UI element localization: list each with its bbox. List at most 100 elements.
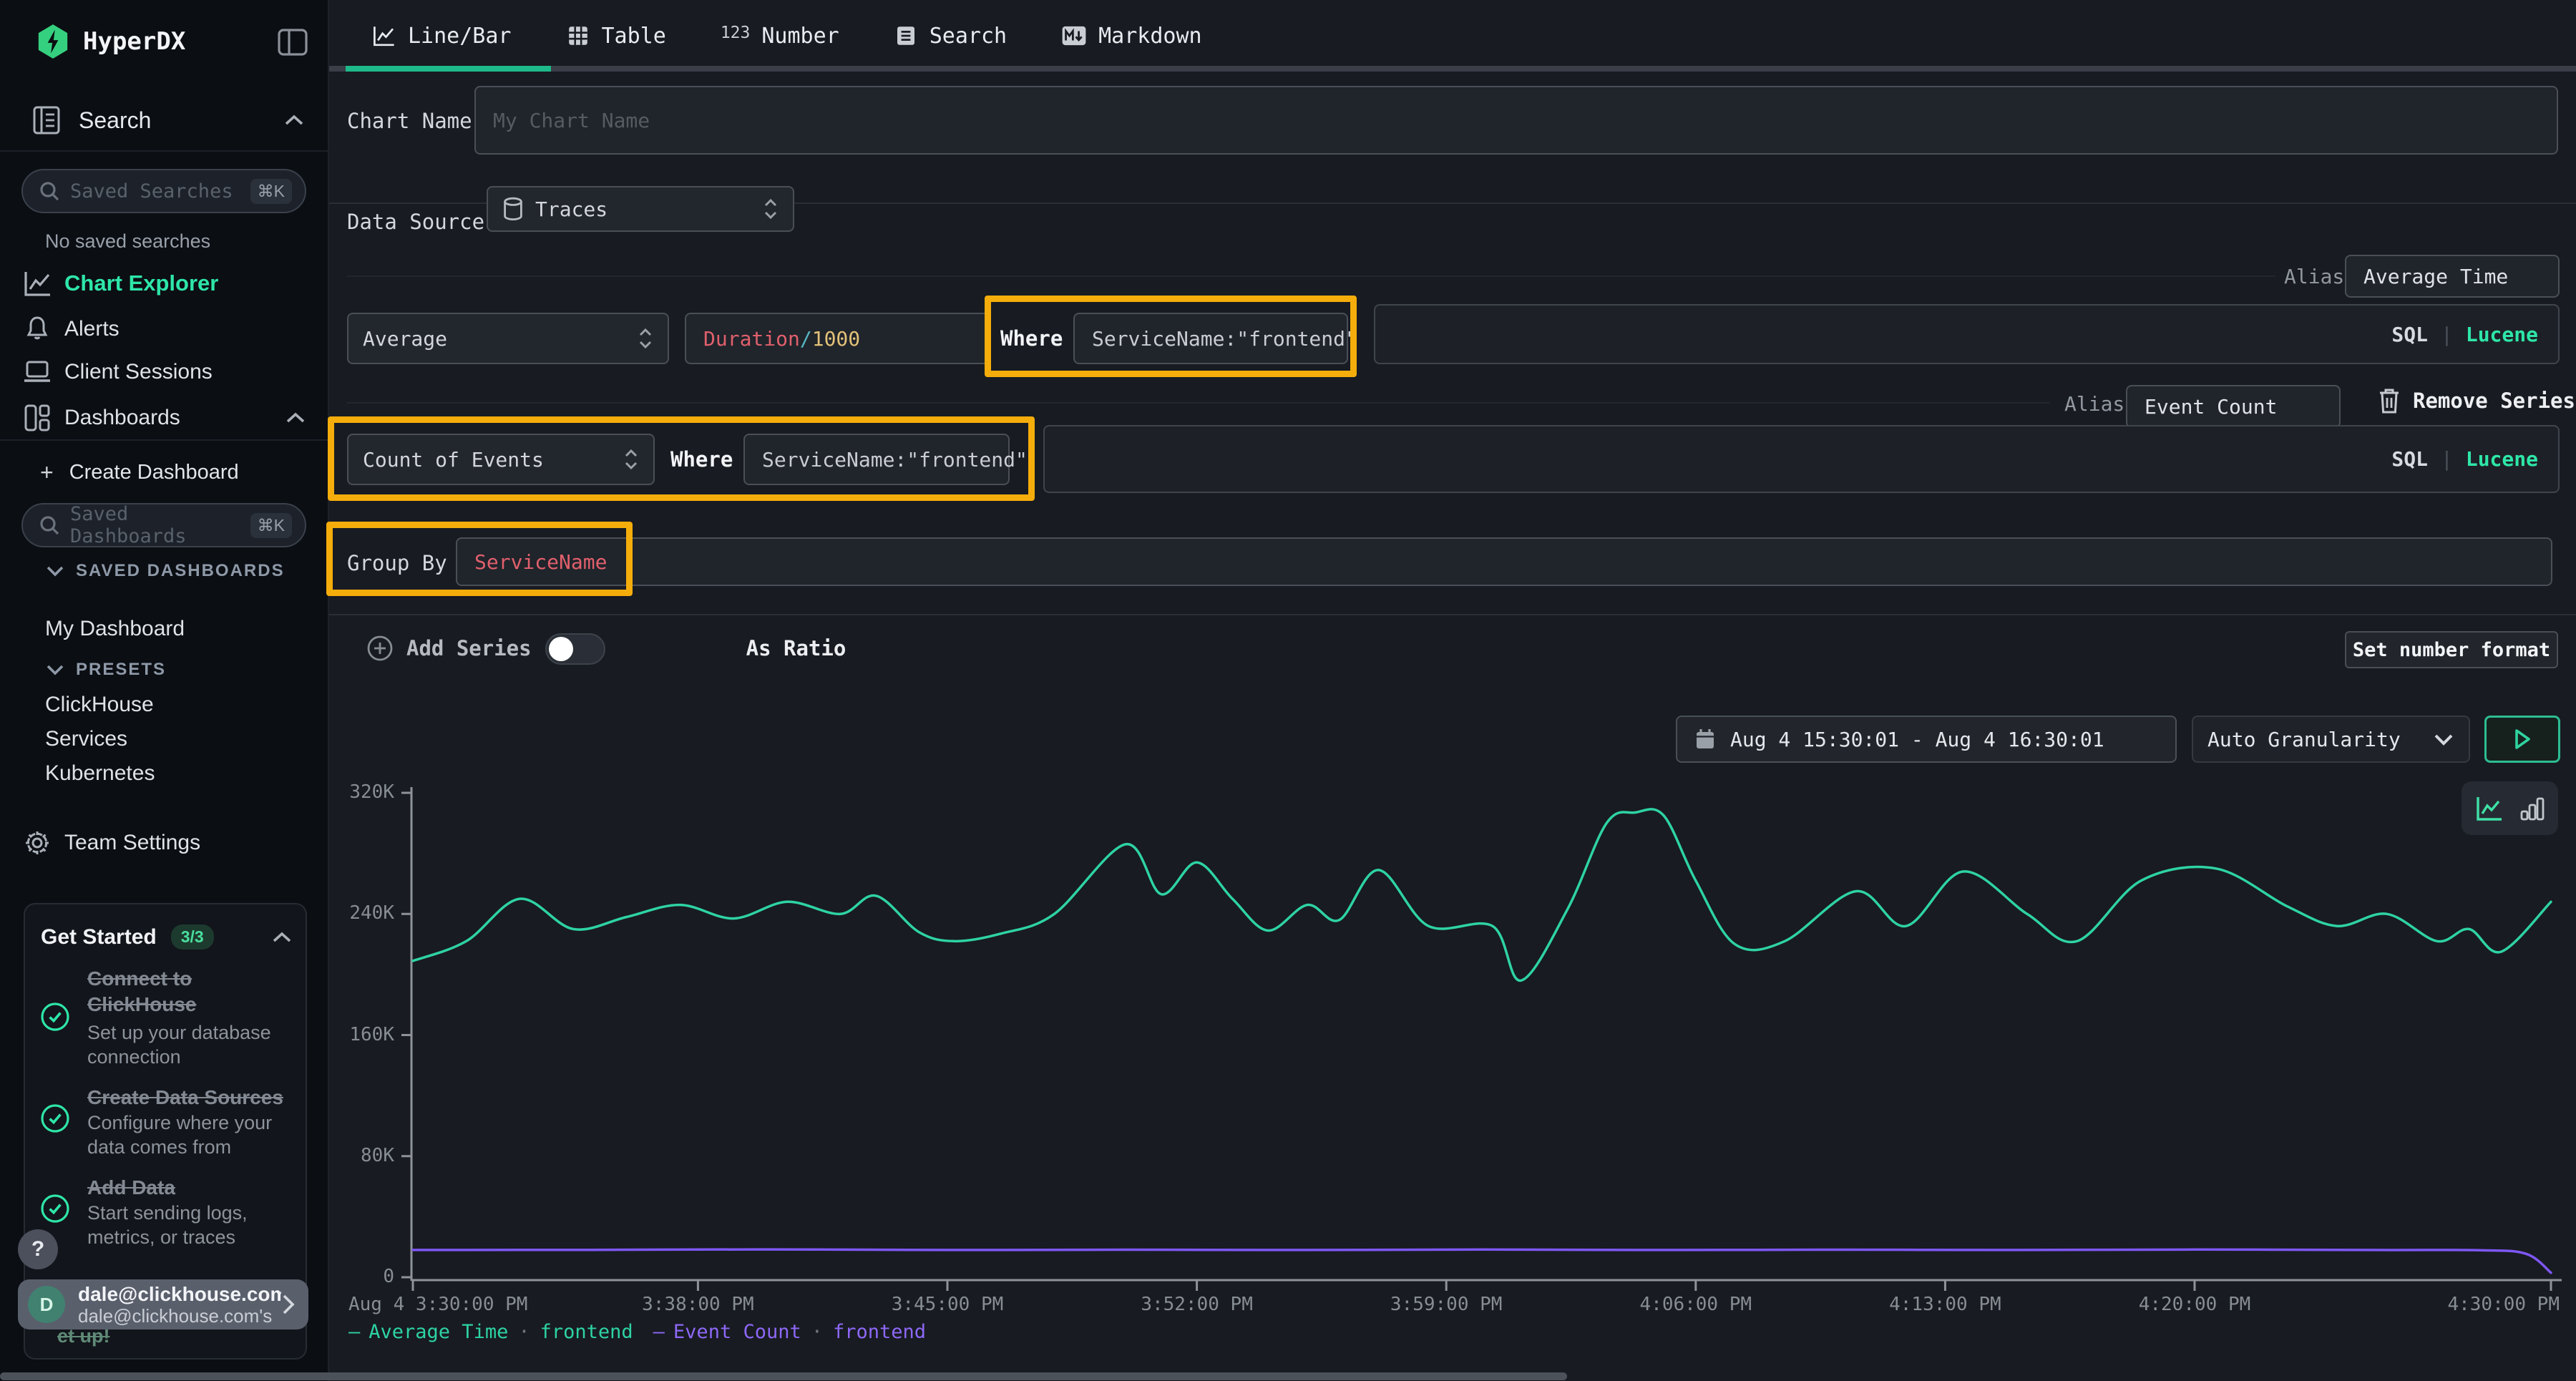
- tab-search[interactable]: Search: [894, 0, 1007, 72]
- series1-aggregation-select[interactable]: Average: [347, 313, 669, 364]
- sidebar-item-services[interactable]: Services: [45, 727, 128, 751]
- series1-where-input[interactable]: ServiceName:"frontend": [1073, 313, 1357, 364]
- group-by-input[interactable]: ServiceName: [456, 537, 2552, 586]
- tab-table[interactable]: Table: [566, 0, 666, 72]
- field-token-duration: Duration: [703, 326, 800, 351]
- y-tick-label: 320K: [349, 781, 394, 803]
- sidebar-item-label: Client Sessions: [64, 360, 213, 384]
- add-series-label: Add Series: [406, 636, 532, 660]
- lucene-toggle[interactable]: Lucene: [2465, 447, 2538, 471]
- chart-display-toggle: [2462, 781, 2558, 835]
- sidebar-item-label: Alerts: [64, 317, 119, 341]
- presets-section-header[interactable]: PRESETS: [46, 660, 166, 680]
- line-chart-icon: [23, 269, 53, 298]
- shortcut-badge: ⌘K: [250, 178, 292, 204]
- set-number-format-button[interactable]: Set number format: [2345, 631, 2558, 668]
- sidebar-item-client-sessions[interactable]: Client Sessions: [23, 359, 306, 385]
- get-started-item-desc: metrics, or traces: [87, 1226, 236, 1248]
- data-source-select[interactable]: Traces: [487, 186, 794, 232]
- get-started-badge: 3/3: [170, 924, 214, 950]
- legend-item-average-time[interactable]: — Average Time · frontend: [348, 1321, 633, 1343]
- add-series-button[interactable]: Add Series: [366, 635, 532, 662]
- data-source-label: Data Source: [347, 210, 485, 234]
- user-menu[interactable]: D dale@clickhouse.com dale@clickhouse.co…: [18, 1279, 308, 1329]
- sidebar-item-clickhouse[interactable]: ClickHouse: [45, 693, 154, 716]
- bar-chart-toggle-icon[interactable]: [2519, 796, 2545, 821]
- y-tick-label: 0: [383, 1266, 394, 1287]
- series1-alias-input[interactable]: Average Time: [2345, 255, 2560, 298]
- series2-alias-value: Event Count: [2145, 394, 2278, 419]
- user-email: dale@clickhouse.com: [78, 1283, 281, 1305]
- sidebar-item-dashboards[interactable]: Dashboards: [23, 403, 306, 433]
- get-started-item-title: Create Data Sources: [87, 1086, 283, 1108]
- check-circle-icon: [40, 1002, 70, 1032]
- series1-aggregation-value: Average: [363, 326, 448, 351]
- get-started-title: Get Started: [41, 924, 157, 949]
- series2-aggregation-select[interactable]: Count of Events: [347, 434, 655, 485]
- date-range-input[interactable]: Aug 4 15:30:01 - Aug 4 16:30:01: [1676, 716, 2177, 763]
- legend-dash: —: [348, 1321, 361, 1343]
- x-tick-label: 4:06:00 PM: [1639, 1294, 1752, 1315]
- tab-number[interactable]: 123 Number: [721, 0, 839, 72]
- chart-name-input[interactable]: My Chart Name: [474, 86, 2558, 155]
- legend-series-tag: frontend: [540, 1321, 633, 1343]
- field-token-1000: 1000: [811, 326, 861, 351]
- x-tick-label: 3:59:00 PM: [1390, 1294, 1503, 1315]
- series2-alias-input[interactable]: Event Count: [2126, 385, 2341, 428]
- bell-icon: [23, 315, 52, 343]
- tab-markdown[interactable]: Markdown: [1061, 0, 1202, 72]
- legend-item-event-count[interactable]: — Event Count · frontend: [653, 1321, 926, 1343]
- as-ratio-toggle[interactable]: [545, 633, 605, 665]
- tab-label: Search: [929, 23, 1008, 49]
- line-chart-toggle-icon[interactable]: [2475, 795, 2504, 822]
- series1-field-input[interactable]: Duration/1000: [685, 313, 990, 364]
- collapse-sidebar-icon[interactable]: [278, 29, 308, 56]
- brand[interactable]: HyperDX: [37, 24, 185, 59]
- sidebar-item-my-dashboard[interactable]: My Dashboard: [45, 617, 185, 640]
- remove-series-button[interactable]: Remove Series: [2377, 386, 2575, 415]
- sidebar-divider: [0, 150, 329, 152]
- granularity-select[interactable]: Auto Granularity: [2192, 716, 2470, 763]
- get-started-item-desc: connection: [87, 1046, 181, 1068]
- saved-dashboards-input[interactable]: Saved Dashboards ⌘K: [21, 503, 306, 547]
- field-token-slash: /: [799, 326, 812, 351]
- saved-dashboards-placeholder: Saved Dashboards: [70, 503, 187, 547]
- chart-legend: — Average Time · frontend — Event Count …: [348, 1321, 946, 1343]
- chevron-up-icon[interactable]: [271, 931, 293, 944]
- horizontal-scrollbar-thumb[interactable]: [0, 1372, 1567, 1380]
- saved-searches-placeholder: Saved Searches: [70, 180, 233, 202]
- lucene-toggle[interactable]: Lucene: [2465, 322, 2538, 346]
- divider: [347, 275, 2275, 277]
- tab-underline-track: [329, 66, 2576, 72]
- series2-where-input[interactable]: ServiceName:"frontend": [743, 434, 1028, 485]
- chevron-up-icon[interactable]: [285, 411, 306, 424]
- plus-circle-icon: [366, 635, 394, 662]
- saved-searches-input[interactable]: Saved Searches ⌘K: [21, 169, 306, 213]
- alias-label: Alias: [2284, 265, 2345, 288]
- check-circle-icon: [40, 1194, 70, 1224]
- sidebar-item-label: Chart Explorer: [64, 270, 219, 296]
- check-circle-icon: [40, 1103, 70, 1133]
- no-saved-searches-text: No saved searches: [45, 230, 211, 252]
- divider: [347, 402, 2050, 404]
- search-icon: [39, 180, 60, 202]
- tab-line-bar[interactable]: Line/Bar: [372, 0, 512, 72]
- sidebar-item-alerts[interactable]: Alerts: [23, 315, 306, 343]
- help-button[interactable]: ?: [18, 1229, 58, 1269]
- run-query-button[interactable]: [2484, 716, 2560, 763]
- toggle-knob: [549, 637, 573, 661]
- sidebar-item-team-settings[interactable]: Team Settings: [23, 829, 200, 857]
- create-dashboard-button[interactable]: + Create Dashboard: [40, 459, 239, 486]
- table-icon: [566, 24, 590, 47]
- sidebar-section-search[interactable]: Search: [33, 106, 305, 135]
- sql-toggle[interactable]: SQL: [2391, 447, 2428, 471]
- avatar: D: [28, 1286, 65, 1323]
- sidebar-item-chart-explorer[interactable]: Chart Explorer: [23, 269, 306, 298]
- pipe-separator: |: [2440, 447, 2453, 471]
- sidebar-item-kubernetes[interactable]: Kubernetes: [45, 761, 155, 785]
- sidebar: HyperDX Search Saved Searches ⌘K No save…: [0, 0, 329, 1381]
- sql-toggle[interactable]: SQL: [2391, 322, 2428, 346]
- chevron-up-icon[interactable]: [283, 114, 305, 127]
- saved-dashboards-section-header[interactable]: SAVED DASHBOARDS: [46, 561, 285, 581]
